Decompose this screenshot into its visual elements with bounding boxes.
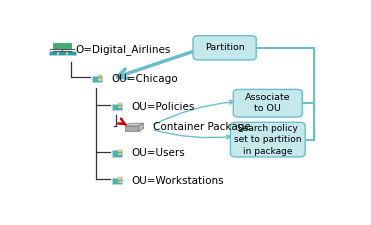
FancyBboxPatch shape [230,122,305,157]
FancyBboxPatch shape [98,79,102,81]
FancyBboxPatch shape [92,76,102,82]
FancyBboxPatch shape [193,36,256,60]
FancyBboxPatch shape [53,43,71,49]
Text: Partition: Partition [205,43,244,52]
FancyBboxPatch shape [118,103,122,105]
FancyBboxPatch shape [118,150,122,152]
FancyBboxPatch shape [233,89,302,117]
Polygon shape [139,123,144,131]
Text: Search policy
set to partition
in package: Search policy set to partition in packag… [234,124,302,155]
FancyBboxPatch shape [118,106,122,108]
FancyBboxPatch shape [112,151,122,157]
Text: Associate
to OU: Associate to OU [245,93,290,113]
Text: OU=Users: OU=Users [131,148,185,158]
FancyBboxPatch shape [118,181,122,183]
Text: OU=Chicago: OU=Chicago [111,74,178,84]
FancyBboxPatch shape [112,178,122,184]
FancyBboxPatch shape [98,75,102,77]
FancyBboxPatch shape [118,177,122,180]
FancyBboxPatch shape [118,153,122,155]
Text: OU=Workstations: OU=Workstations [131,176,224,186]
FancyBboxPatch shape [58,51,66,55]
FancyBboxPatch shape [112,104,122,110]
Polygon shape [125,123,144,126]
Text: Container Package: Container Package [153,122,250,133]
Text: O=Digital_Airlines: O=Digital_Airlines [75,44,171,55]
Polygon shape [125,126,139,131]
FancyBboxPatch shape [49,51,57,55]
FancyBboxPatch shape [67,51,76,55]
Text: OU=Policies: OU=Policies [131,102,194,112]
